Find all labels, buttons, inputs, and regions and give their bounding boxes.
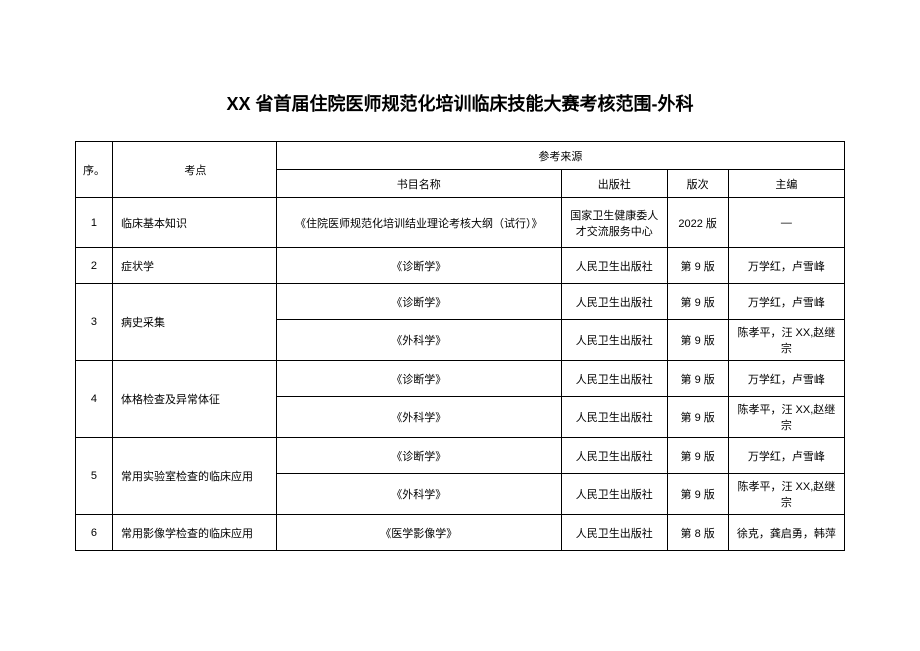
cell-press: 人民卫生出版社 [561, 361, 667, 397]
table-row: 5 常用实验室检查的临床应用 《诊断学》 人民卫生出版社 第 9 版 万学红，卢… [76, 438, 845, 474]
cell-exam-point: 常用实验室检查的临床应用 [112, 438, 276, 515]
cell-editor: 万学红，卢雪峰 [728, 361, 844, 397]
cell-seq: 6 [76, 515, 113, 551]
header-editor: 主编 [728, 170, 844, 198]
cell-edition: 第 9 版 [667, 438, 728, 474]
cell-press: 国家卫生健康委人才交流服务中心 [561, 198, 667, 248]
header-book-name: 书目名称 [276, 170, 561, 198]
cell-seq: 2 [76, 248, 113, 284]
table-row: 2 症状学 《诊断学》 人民卫生出版社 第 9 版 万学红，卢雪峰 [76, 248, 845, 284]
header-exam-point: 考点 [112, 142, 276, 198]
cell-editor: — [728, 198, 844, 248]
header-edition: 版次 [667, 170, 728, 198]
cell-book: 《诊断学》 [276, 248, 561, 284]
cell-edition: 2022 版 [667, 198, 728, 248]
table-body: 1 临床基本知识 《住院医师规范化培训结业理论考核大纲（试行）》 国家卫生健康委… [76, 198, 845, 551]
cell-editor: 陈孝平，汪 XX,赵继宗 [728, 474, 844, 515]
cell-editor: 陈孝平，汪 XX,赵继宗 [728, 397, 844, 438]
cell-edition: 第 9 版 [667, 248, 728, 284]
cell-book: 《外科学》 [276, 474, 561, 515]
cell-exam-point: 体格检查及异常体征 [112, 361, 276, 438]
header-press: 出版社 [561, 170, 667, 198]
cell-book: 《外科学》 [276, 320, 561, 361]
cell-seq: 1 [76, 198, 113, 248]
cell-press: 人民卫生出版社 [561, 320, 667, 361]
cell-press: 人民卫生出版社 [561, 248, 667, 284]
header-seq: 序。 [76, 142, 113, 198]
cell-book: 《诊断学》 [276, 284, 561, 320]
cell-book: 《诊断学》 [276, 438, 561, 474]
cell-press: 人民卫生出版社 [561, 438, 667, 474]
table-row: 1 临床基本知识 《住院医师规范化培训结业理论考核大纲（试行）》 国家卫生健康委… [76, 198, 845, 248]
cell-editor: 徐克，龚启勇，韩萍 [728, 515, 844, 551]
header-reference-source: 参考来源 [276, 142, 844, 170]
cell-seq: 4 [76, 361, 113, 438]
table-row: 4 体格检查及异常体征 《诊断学》 人民卫生出版社 第 9 版 万学红，卢雪峰 [76, 361, 845, 397]
cell-edition: 第 9 版 [667, 474, 728, 515]
cell-press: 人民卫生出版社 [561, 284, 667, 320]
exam-scope-table: 序。 考点 参考来源 书目名称 出版社 版次 主编 1 临床基本知识 《住院医师… [75, 141, 845, 551]
cell-editor: 万学红，卢雪峰 [728, 248, 844, 284]
cell-exam-point: 病史采集 [112, 284, 276, 361]
table-header-row: 序。 考点 参考来源 [76, 142, 845, 170]
page-title: XX 省首届住院医师规范化培训临床技能大赛考核范围-外科 [75, 90, 845, 116]
cell-book: 《诊断学》 [276, 361, 561, 397]
cell-edition: 第 8 版 [667, 515, 728, 551]
table-row: 6 常用影像学检查的临床应用 《医学影像学》 人民卫生出版社 第 8 版 徐克，… [76, 515, 845, 551]
cell-editor: 万学红，卢雪峰 [728, 438, 844, 474]
cell-exam-point: 常用影像学检查的临床应用 [112, 515, 276, 551]
cell-press: 人民卫生出版社 [561, 397, 667, 438]
cell-book: 《外科学》 [276, 397, 561, 438]
cell-book: 《医学影像学》 [276, 515, 561, 551]
cell-editor: 万学红，卢雪峰 [728, 284, 844, 320]
cell-exam-point: 临床基本知识 [112, 198, 276, 248]
cell-edition: 第 9 版 [667, 397, 728, 438]
cell-edition: 第 9 版 [667, 361, 728, 397]
cell-press: 人民卫生出版社 [561, 474, 667, 515]
cell-seq: 5 [76, 438, 113, 515]
cell-exam-point: 症状学 [112, 248, 276, 284]
cell-edition: 第 9 版 [667, 284, 728, 320]
cell-press: 人民卫生出版社 [561, 515, 667, 551]
table-row: 3 病史采集 《诊断学》 人民卫生出版社 第 9 版 万学红，卢雪峰 [76, 284, 845, 320]
cell-editor: 陈孝平，汪 XX,赵继宗 [728, 320, 844, 361]
cell-edition: 第 9 版 [667, 320, 728, 361]
cell-seq: 3 [76, 284, 113, 361]
cell-book: 《住院医师规范化培训结业理论考核大纲（试行）》 [276, 198, 561, 248]
